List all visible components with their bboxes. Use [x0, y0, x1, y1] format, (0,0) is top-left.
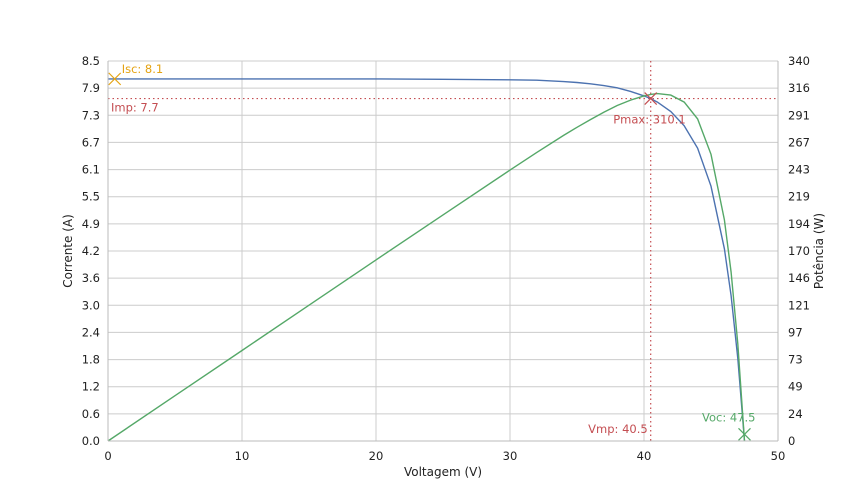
- voc-marker: [738, 427, 751, 441]
- y-left-tick-label: 7.3: [82, 108, 100, 122]
- y-left-tick-label: 3.6: [82, 271, 100, 285]
- y-left-tick-label: 1.8: [82, 353, 100, 367]
- y-left-tick-label: 5.5: [82, 190, 100, 204]
- marker-layer: [108, 72, 751, 441]
- y-left-tick-label: 4.2: [82, 244, 100, 258]
- y-left-tick-label: 6.1: [82, 163, 100, 177]
- y-right-tick-label: 291: [788, 108, 810, 122]
- series-layer: [107, 78, 746, 442]
- isc-marker: [108, 72, 122, 86]
- mpp-reference-lines: [108, 61, 778, 441]
- y-right-tick-label: 219: [788, 190, 810, 204]
- y-right-tick-label: 97: [788, 325, 803, 339]
- voc-annotation: Voc: 47.5: [702, 410, 755, 424]
- tick-labels: 0 10 20 30 40 50 0.0 0.6 1.2 1.8 2.4 3.0 3.6 4.2 4.9 5.…: [82, 54, 810, 463]
- y-right-tick-label: 194: [788, 217, 810, 231]
- y-right-tick-label: 267: [788, 135, 810, 149]
- y-right-tick-label: 243: [788, 163, 810, 177]
- y-left-tick-label: 4.9: [82, 217, 100, 231]
- x-tick-label: 30: [503, 449, 518, 463]
- current-curve: [108, 78, 746, 442]
- imp-annotation: Imp: 7.7: [111, 101, 159, 115]
- y-right-tick-label: 146: [788, 271, 810, 285]
- y-right-tick-label: 121: [788, 298, 810, 312]
- pmax-annotation: Pmax: 310.1: [613, 113, 685, 127]
- isc-annotation: Isc: 8.1: [122, 62, 164, 76]
- y-right-tick-label: 24: [788, 407, 803, 421]
- y-left-tick-label: 2.4: [82, 325, 100, 339]
- y-left-tick-label: 3.0: [82, 298, 100, 312]
- x-tick-label: 40: [637, 449, 652, 463]
- y-left-tick-label: 6.7: [82, 135, 100, 149]
- y-right-tick-label: 0: [788, 434, 795, 448]
- y-axis-right-label: Potência (W): [812, 213, 826, 289]
- y-right-tick-label: 316: [788, 81, 810, 95]
- y-left-tick-label: 7.9: [82, 81, 100, 95]
- axes: [107, 61, 779, 442]
- x-axis-label: Voltagem (V): [404, 465, 482, 479]
- power-curve: [107, 92, 746, 442]
- y-right-tick-label: 170: [788, 244, 810, 258]
- x-tick-label: 20: [369, 449, 384, 463]
- y-right-tick-label: 340: [788, 54, 810, 68]
- x-tick-label: 50: [771, 449, 786, 463]
- mpp-marker: [644, 92, 658, 105]
- y-right-tick-label: 73: [788, 353, 803, 367]
- y-axis-left-label: Corrente (A): [61, 214, 75, 288]
- y-left-tick-label: 1.2: [82, 380, 100, 394]
- y-left-tick-label: 8.5: [82, 54, 100, 68]
- y-left-tick-label: 0.0: [82, 434, 100, 448]
- vmp-annotation: Vmp: 40.5: [588, 422, 648, 436]
- x-tick-label: 10: [235, 449, 250, 463]
- y-left-tick-label: 0.6: [82, 407, 100, 421]
- x-tick-label: 0: [104, 449, 111, 463]
- y-right-tick-label: 49: [788, 380, 803, 394]
